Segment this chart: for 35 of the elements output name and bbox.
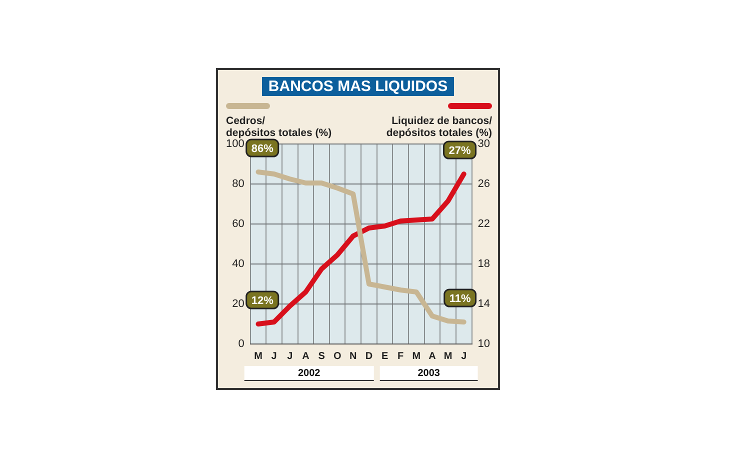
y-tick-label: 40 [232,258,244,270]
x-tick-label: J [287,350,293,362]
chart-title: BANCOS MAS LIQUIDOS [262,77,454,96]
y2-axis-title: Liquidez de bancos/ depósitos totales (%) [386,115,492,139]
x-tick-label: E [381,350,388,362]
data-label: 27% [448,145,471,158]
x-tick-label: J [271,350,277,362]
data-label: 86% [251,143,274,156]
y2-tick-label: 10 [478,338,490,350]
x-tick-label: A [428,350,436,362]
x-tick-label: M [254,350,262,362]
y2-tick-label: 22 [478,218,490,230]
y-tick-label: 20 [232,298,244,310]
x-tick-label: M [444,350,452,362]
y-axis-title: Cedros/ depósitos totales (%) [226,115,332,139]
data-label: 12% [251,295,274,308]
x-tick-label: A [302,350,310,362]
text: 2002 [298,368,321,379]
x-tick-label: O [333,350,342,362]
x-tick-label: D [365,350,373,362]
y2-tick-label: 14 [478,298,490,310]
y2-tick-label: 26 [478,178,490,190]
y-tick-label: 80 [232,178,244,190]
y2-tick-label: 18 [478,258,490,270]
x-tick-label: M [412,350,421,362]
y-tick-label: 0 [238,338,244,350]
x-tick-label: J [461,350,467,362]
x-tick-label: S [318,350,326,362]
x-tick-label: N [350,350,357,362]
y2-tick-label: 30 [478,138,490,150]
y-tick-label: 100 [226,138,244,150]
y-tick-label: 60 [232,218,244,230]
x-tick-label: F [398,350,404,362]
data-label: 11% [449,293,471,306]
text: 2003 [418,368,440,379]
